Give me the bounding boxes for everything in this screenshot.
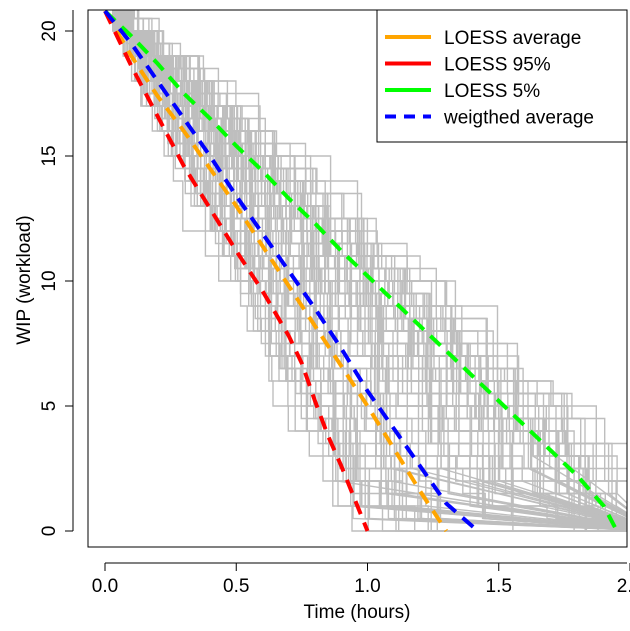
background-traces: [112, 10, 627, 532]
legend-label: LOESS 5%: [444, 81, 540, 102]
legend: LOESS average LOESS 95% LOESS 5% weigthed a…: [376, 9, 628, 143]
x-axis: 0.0 0.5 1.0 1.5 2.0: [92, 562, 630, 597]
y-tick-label: 10: [39, 270, 60, 291]
y-axis: 0 5 10 15 20: [39, 10, 74, 537]
series-lines: [103, 10, 619, 533]
background-trace: [137, 10, 627, 470]
y-tick-label: 0: [39, 526, 60, 537]
series-line-loess-average: [103, 10, 448, 533]
series-line-weigthed-average: [103, 10, 480, 533]
y-axis-label: WIP (workload): [14, 215, 35, 345]
x-axis-label: Time (hours): [304, 602, 411, 623]
x-tick-label: 0.0: [92, 576, 118, 597]
y-tick-label: 15: [39, 145, 60, 166]
legend-label: LOESS 95%: [444, 55, 551, 76]
series-line-loess-95-: [103, 10, 370, 532]
x-tick-label: 0.5: [223, 576, 249, 597]
legend-box: [376, 9, 628, 143]
series-line-loess-5-: [103, 10, 619, 532]
x-tick-label: 1.0: [354, 576, 380, 597]
y-tick-label: 5: [39, 401, 60, 412]
plot-frame: [87, 9, 628, 548]
background-trace: [132, 10, 627, 524]
x-tick-label: 2.0: [617, 576, 630, 597]
legend-label: LOESS average: [444, 28, 581, 49]
y-tick-label: 20: [39, 20, 60, 41]
x-tick-label: 1.5: [486, 576, 512, 597]
legend-label: weigthed average: [443, 108, 594, 129]
